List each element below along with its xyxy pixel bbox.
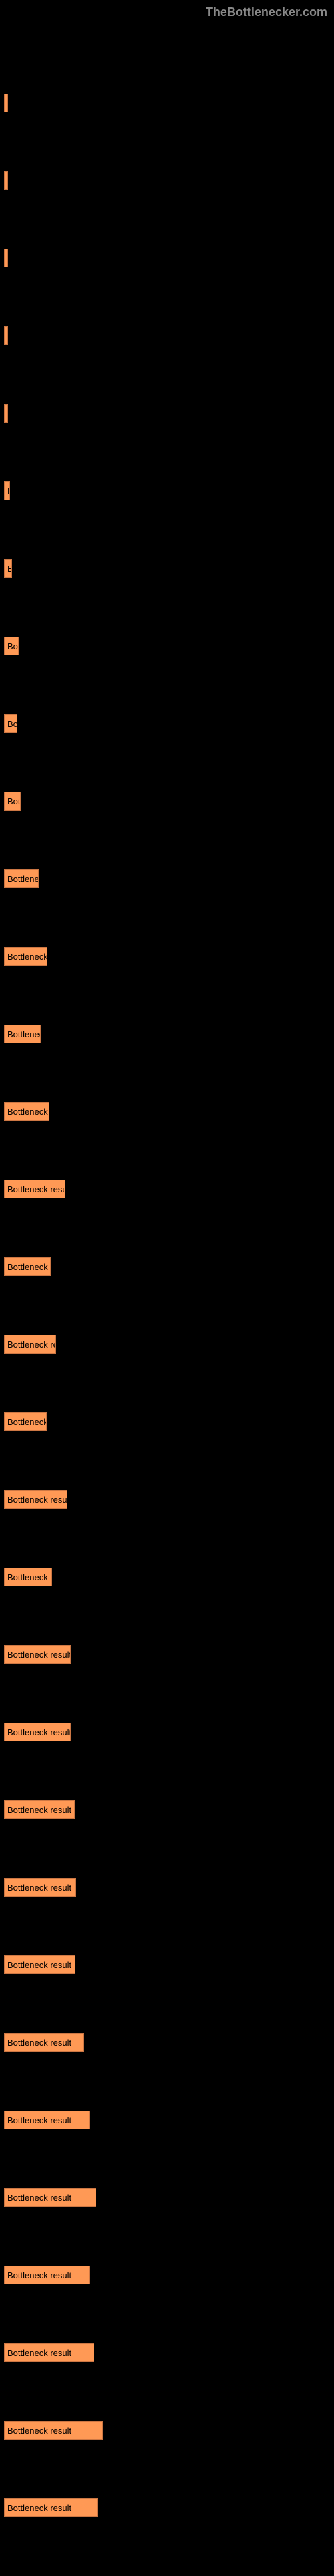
bar-row: Bottleneck result [4, 714, 334, 733]
bar-row: Bottleneck result [4, 869, 334, 888]
bar-row: Bottleneck result [4, 326, 334, 345]
spacer [4, 2381, 334, 2421]
bar: Bottleneck result [4, 2498, 98, 2517]
spacer [4, 364, 334, 404]
bar-row: Bottleneck result [4, 249, 334, 267]
spacer [4, 1915, 334, 1955]
bar-row: Bottleneck result [4, 1025, 334, 1043]
bar-row: Bottleneck result [4, 2033, 334, 2052]
spacer [4, 1838, 334, 1878]
bar: Bottleneck result [4, 404, 8, 423]
bar-row: Bottleneck result [4, 1412, 334, 1431]
bar-row: Bottleneck result [4, 947, 334, 966]
bar: Bottleneck result [4, 2266, 90, 2284]
bar-row: Bottleneck result [4, 404, 334, 423]
bar: Bottleneck result [4, 94, 8, 112]
bar-row: Bottleneck result [4, 94, 334, 112]
bar: Bottleneck result [4, 1955, 75, 1974]
bar: Bottleneck result [4, 792, 21, 811]
bar-row: Bottleneck result [4, 1955, 334, 1974]
bar-row: Bottleneck result [4, 1102, 334, 1121]
spacer [4, 2536, 334, 2576]
spacer [4, 752, 334, 792]
bar-row: Bottleneck result [4, 2343, 334, 2362]
bar-row: Bottleneck result [4, 2498, 334, 2517]
bar: Bottleneck result [4, 2111, 90, 2129]
spacer [4, 1140, 334, 1180]
bar: Bottleneck result [4, 326, 8, 345]
spacer [4, 1760, 334, 1800]
bar-row: Bottleneck result [4, 2421, 334, 2440]
bar: Bottleneck result [4, 2421, 103, 2440]
spacer [4, 519, 334, 559]
bar: Bottleneck result [4, 637, 19, 655]
bar-row: Bottleneck result [4, 1723, 334, 1741]
bar: Bottleneck result [4, 947, 47, 966]
bar: Bottleneck result [4, 249, 8, 267]
spacer [4, 1217, 334, 1257]
bar-row: Bottleneck result [4, 637, 334, 655]
spacer [4, 2303, 334, 2343]
spacer [4, 1295, 334, 1335]
spacer [4, 2070, 334, 2111]
bar: Bottleneck result [4, 1257, 51, 1276]
bar-row: Bottleneck result [4, 2188, 334, 2207]
spacer [4, 1683, 334, 1723]
bar: Bottleneck result [4, 171, 8, 190]
spacer [4, 674, 334, 714]
spacer [4, 829, 334, 869]
spacer [4, 907, 334, 947]
watermark-text: TheBottlenecker.com [206, 5, 327, 19]
spacer [4, 2226, 334, 2266]
bar: Bottleneck result [4, 1568, 52, 1586]
bar-row: Bottleneck result [4, 2266, 334, 2284]
bar-row: Bottleneck result [4, 1568, 334, 1586]
bar: Bottleneck result [4, 1723, 71, 1741]
spacer [4, 1372, 334, 1412]
bar-row: Bottleneck result [4, 559, 334, 578]
bar: Bottleneck result [4, 1102, 49, 1121]
bar-row: Bottleneck result [4, 1800, 334, 1819]
spacer [4, 131, 334, 171]
bar: Bottleneck result [4, 2343, 94, 2362]
bar: Bottleneck result [4, 1412, 47, 1431]
bar: Bottleneck result [4, 1800, 75, 1819]
spacer [4, 441, 334, 481]
bar: Bottleneck result [4, 1490, 67, 1509]
bar-row: Bottleneck result [4, 1645, 334, 1664]
bar: Bottleneck result [4, 559, 12, 578]
spacer [4, 286, 334, 326]
bar: Bottleneck result [4, 714, 17, 733]
bar-row: Bottleneck result [4, 1878, 334, 1897]
bar-row: Bottleneck result [4, 171, 334, 190]
bar: Bottleneck result [4, 1180, 65, 1198]
bar-row: Bottleneck result [4, 1335, 334, 1354]
spacer [4, 2148, 334, 2188]
bar: Bottleneck result [4, 1878, 76, 1897]
bar-row: Bottleneck result [4, 2111, 334, 2129]
bar: Bottleneck result [4, 869, 39, 888]
bar: Bottleneck result [4, 481, 10, 500]
bar-chart: Bottleneck result Bottleneck result Bottle… [0, 0, 334, 2576]
spacer [4, 597, 334, 637]
spacer [4, 2458, 334, 2498]
bar-row: Bottleneck result [4, 1257, 334, 1276]
spacer [4, 209, 334, 249]
spacer [4, 1993, 334, 2033]
bar: Bottleneck result [4, 1335, 56, 1354]
spacer [4, 1605, 334, 1645]
bar: Bottleneck result [4, 1025, 41, 1043]
bar: Bottleneck result [4, 2188, 96, 2207]
bar-row: Bottleneck result [4, 1490, 334, 1509]
bar-row: Bottleneck result [4, 481, 334, 500]
spacer [4, 1527, 334, 1568]
bar: Bottleneck result [4, 2033, 84, 2052]
bar-row: Bottleneck result [4, 1180, 334, 1198]
bar: Bottleneck result [4, 1645, 71, 1664]
spacer [4, 1062, 334, 1102]
bar-row: Bottleneck result [4, 792, 334, 811]
spacer [4, 1450, 334, 1490]
spacer [4, 984, 334, 1025]
